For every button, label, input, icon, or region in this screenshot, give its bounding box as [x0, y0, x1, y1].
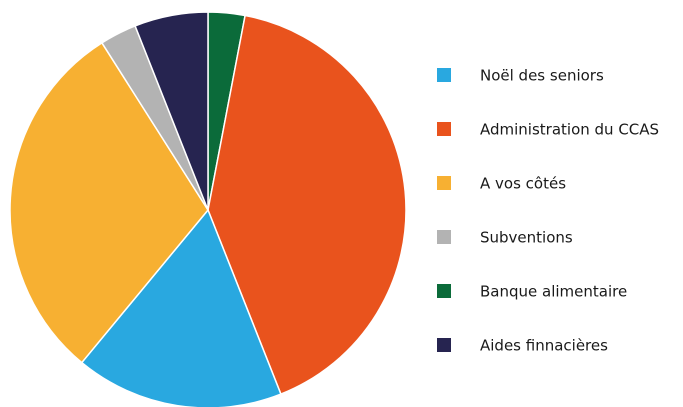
- legend-label: Administration du CCAS: [480, 121, 659, 139]
- pie-slice: [134, 11, 209, 211]
- pie-slice: [80, 208, 282, 407]
- legend-label: Subventions: [480, 229, 573, 247]
- pie-slice: [9, 41, 209, 364]
- legend-label: Banque alimentaire: [480, 283, 627, 301]
- legend-label: Noël des seniors: [480, 67, 604, 85]
- legend-label: A vos côtés: [480, 175, 566, 193]
- legend-swatch: [437, 176, 451, 190]
- pie-slice: [207, 14, 407, 396]
- legend-label: Aides finnacières: [480, 337, 608, 355]
- legend-swatch: [437, 230, 451, 244]
- legend-swatch: [437, 284, 451, 298]
- legend-swatch: [437, 338, 451, 352]
- legend-swatch: [437, 122, 451, 136]
- legend-swatch: [437, 68, 451, 82]
